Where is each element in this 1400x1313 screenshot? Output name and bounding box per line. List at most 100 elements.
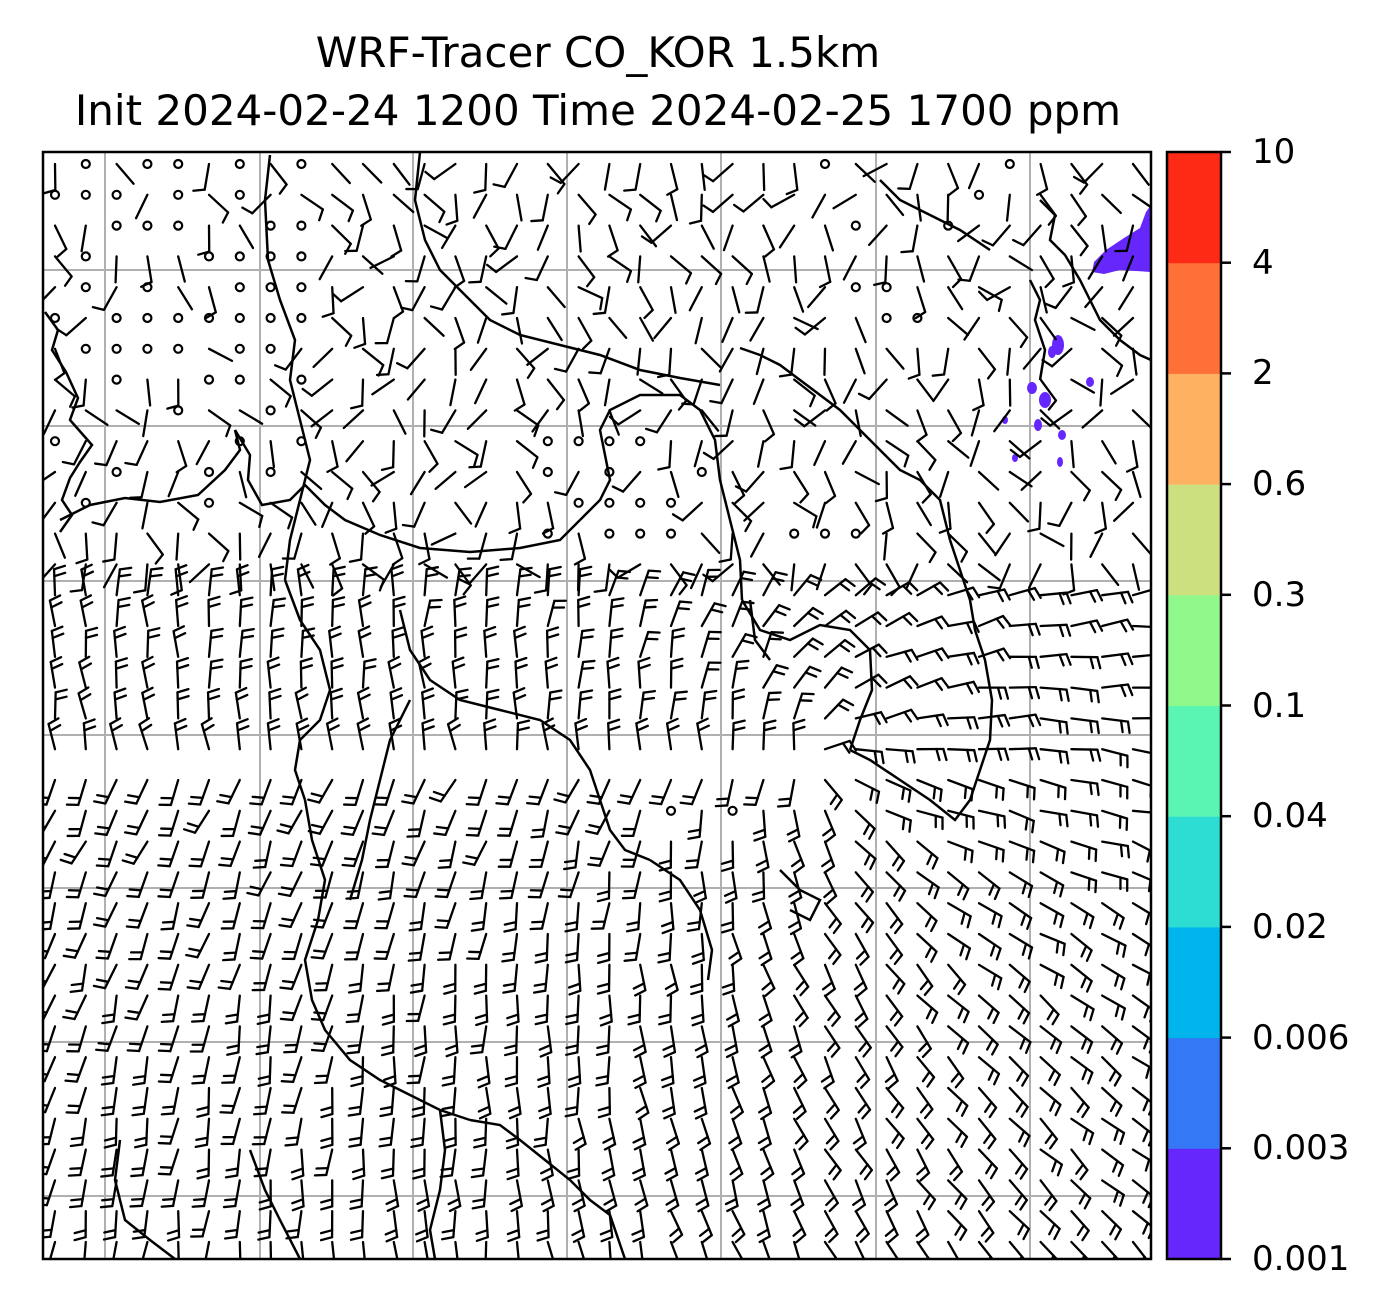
calm-wind-circle xyxy=(203,312,215,324)
wind-barb xyxy=(639,286,654,320)
wind-barb xyxy=(540,1179,555,1213)
wind-barb xyxy=(679,778,703,806)
calm-wind-circle xyxy=(850,282,861,293)
wind-barb xyxy=(281,932,303,961)
wind-barb xyxy=(80,224,87,253)
wind-barb xyxy=(854,347,866,375)
calm-wind-circle xyxy=(111,312,122,324)
wind-barb xyxy=(885,1025,904,1058)
wind-barb xyxy=(947,1148,964,1182)
wind-barb xyxy=(885,409,909,427)
wind-barb xyxy=(608,255,633,283)
wind-barb xyxy=(483,625,497,658)
wind-barb xyxy=(1039,1210,1061,1241)
wind-barb xyxy=(310,902,334,929)
wind-barb xyxy=(277,871,303,897)
wind-barb xyxy=(749,532,765,558)
wind-barb xyxy=(388,717,403,751)
wind-barb xyxy=(409,470,426,496)
calm-wind-circle xyxy=(665,805,677,816)
wind-barb xyxy=(65,1086,87,1114)
calm-wind-circle xyxy=(912,312,923,324)
wind-barb xyxy=(1008,778,1036,801)
wind-barb xyxy=(608,597,625,628)
wind-barb xyxy=(485,657,500,689)
wind-barb xyxy=(1131,409,1151,430)
wind-barb xyxy=(473,963,488,995)
wind-barb xyxy=(823,609,857,628)
calm-wind-circle xyxy=(265,251,276,262)
wind-barb xyxy=(1070,588,1104,603)
calm-wind-circle xyxy=(234,282,245,293)
wind-barb xyxy=(977,501,996,535)
wind-barb xyxy=(571,1210,586,1244)
wind-barb xyxy=(883,532,888,561)
wind-barb xyxy=(778,347,796,378)
wind-barb xyxy=(279,963,303,991)
wind-barb xyxy=(268,687,282,720)
wind-barb xyxy=(977,871,1001,901)
wind-barb xyxy=(115,162,135,185)
wind-barb xyxy=(99,1179,118,1209)
wind-barb xyxy=(507,1086,522,1120)
wind-barb xyxy=(141,501,149,530)
wind-barb xyxy=(977,1148,999,1180)
wind-barb xyxy=(1070,686,1100,704)
wind-barb xyxy=(357,625,372,658)
wind-barb xyxy=(238,627,255,658)
wind-barb xyxy=(573,532,587,566)
wind-barb xyxy=(665,717,680,751)
wind-barb xyxy=(1131,686,1151,689)
wind-barb xyxy=(373,778,395,806)
wind-barb xyxy=(430,532,457,546)
wind-barb xyxy=(1039,378,1058,411)
wind-barb xyxy=(1070,316,1096,331)
wind-barb xyxy=(53,255,73,287)
wind-barb xyxy=(977,614,1012,629)
wind-barb xyxy=(392,595,406,628)
wind-barb xyxy=(392,193,415,214)
wind-barb xyxy=(224,994,241,1025)
wind-barb xyxy=(664,1148,679,1182)
wind-barb xyxy=(842,255,857,281)
wind-barb xyxy=(762,563,781,586)
wind-barb xyxy=(173,717,188,751)
tracer-plume-spot xyxy=(1034,419,1042,431)
wind-barb xyxy=(251,1117,272,1146)
coastline-segment xyxy=(233,429,581,554)
wind-barb xyxy=(590,902,611,930)
wind-barb xyxy=(373,932,395,960)
wind-barb xyxy=(693,1086,708,1120)
wind-barb xyxy=(563,840,580,871)
wind-barb xyxy=(854,1240,866,1259)
wind-barb xyxy=(669,627,686,658)
wind-barb xyxy=(692,1056,707,1089)
wind-barb xyxy=(374,840,395,869)
wind-barb xyxy=(969,440,981,467)
wind-barb xyxy=(1008,1025,1032,1054)
wind-barb xyxy=(345,440,365,463)
wind-barb xyxy=(731,570,757,597)
wind-barb xyxy=(885,611,919,628)
wind-barb xyxy=(620,809,642,838)
wind-barb xyxy=(340,809,365,836)
plot-title-line-1: WRF-Tracer CO_KOR 1.5km xyxy=(315,28,881,77)
calm-wind-circle xyxy=(635,436,646,447)
calm-wind-circle xyxy=(265,405,276,416)
wind-barb xyxy=(126,1025,149,1053)
wind-barb xyxy=(743,501,765,522)
wind-barb xyxy=(296,563,311,597)
calm-wind-circle xyxy=(604,436,615,447)
wind-barb xyxy=(61,440,87,466)
wind-barb xyxy=(702,162,734,183)
wind-barb xyxy=(793,378,816,408)
wind-barb xyxy=(1101,1086,1123,1117)
wind-barb xyxy=(361,162,383,184)
wind-barb xyxy=(269,378,292,408)
wind-barb xyxy=(112,1240,118,1259)
wind-barb xyxy=(406,378,426,401)
wind-barb xyxy=(1070,778,1100,797)
wind-barb xyxy=(216,778,241,805)
wind-barb xyxy=(200,717,215,751)
wind-barb xyxy=(436,932,457,961)
